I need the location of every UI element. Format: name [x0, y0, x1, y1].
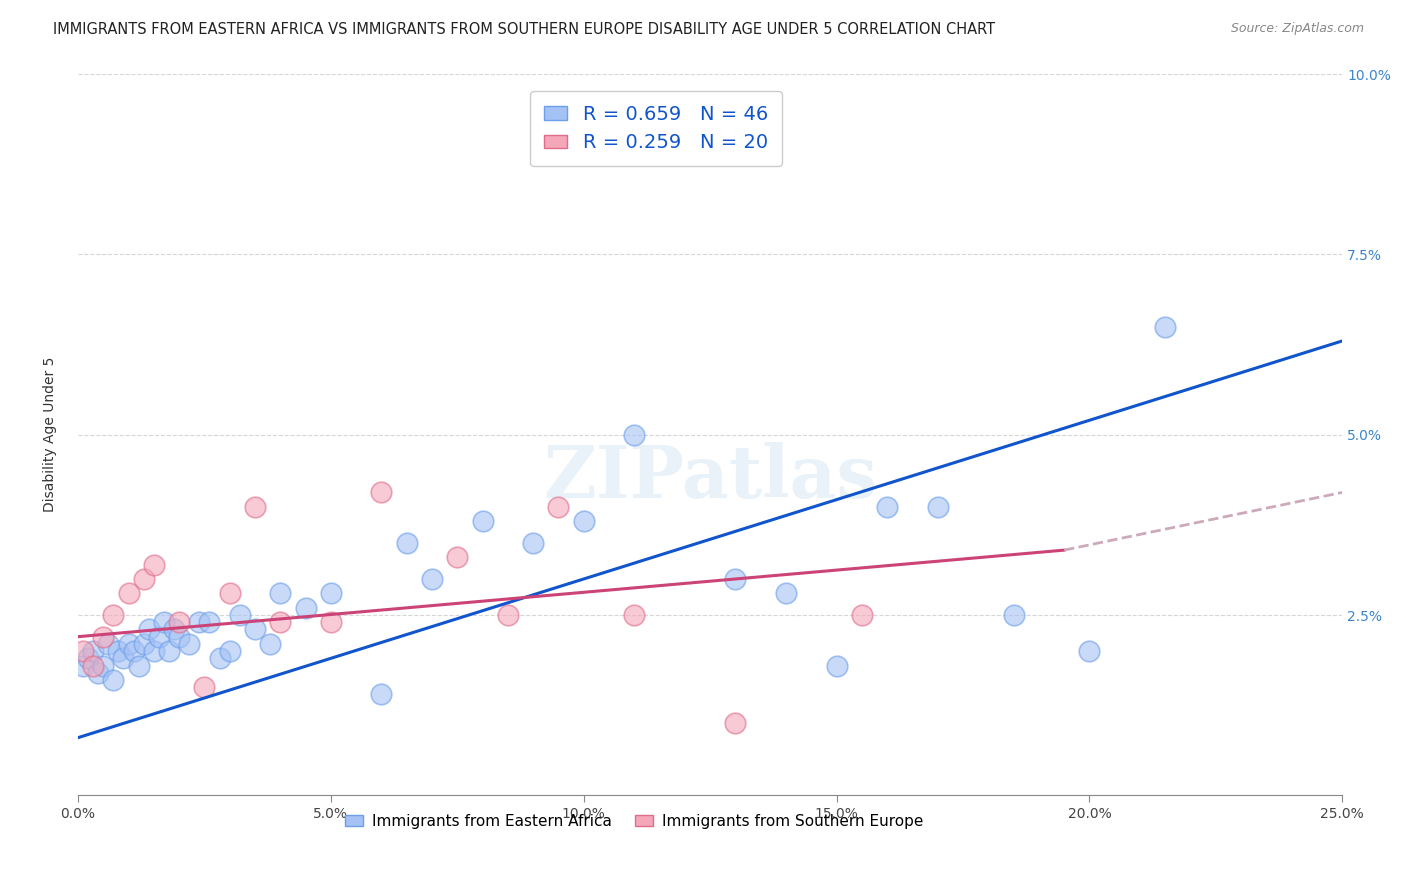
- Point: [370, 687, 392, 701]
- Point: [496, 608, 519, 623]
- Point: [825, 658, 848, 673]
- Point: [269, 615, 291, 630]
- Point: [547, 500, 569, 514]
- Point: [148, 630, 170, 644]
- Point: [243, 623, 266, 637]
- Point: [103, 673, 125, 687]
- Point: [107, 644, 129, 658]
- Point: [117, 586, 139, 600]
- Point: [128, 658, 150, 673]
- Point: [132, 572, 155, 586]
- Point: [775, 586, 797, 600]
- Text: Source: ZipAtlas.com: Source: ZipAtlas.com: [1230, 22, 1364, 36]
- Point: [179, 637, 201, 651]
- Point: [153, 615, 176, 630]
- Point: [420, 572, 443, 586]
- Point: [103, 608, 125, 623]
- Point: [167, 630, 190, 644]
- Point: [623, 427, 645, 442]
- Point: [229, 608, 252, 623]
- Y-axis label: Disability Age Under 5: Disability Age Under 5: [44, 357, 58, 512]
- Point: [157, 644, 180, 658]
- Point: [112, 651, 135, 665]
- Text: IMMIGRANTS FROM EASTERN AFRICA VS IMMIGRANTS FROM SOUTHERN EUROPE DISABILITY AGE: IMMIGRANTS FROM EASTERN AFRICA VS IMMIGR…: [53, 22, 995, 37]
- Point: [208, 651, 231, 665]
- Point: [142, 644, 165, 658]
- Point: [77, 651, 100, 665]
- Point: [82, 658, 104, 673]
- Point: [927, 500, 949, 514]
- Point: [370, 485, 392, 500]
- Point: [623, 608, 645, 623]
- Point: [319, 586, 342, 600]
- Point: [132, 637, 155, 651]
- Point: [117, 637, 139, 651]
- Point: [395, 536, 418, 550]
- Point: [72, 658, 94, 673]
- Point: [294, 600, 316, 615]
- Point: [72, 644, 94, 658]
- Point: [269, 586, 291, 600]
- Point: [572, 514, 595, 528]
- Point: [142, 558, 165, 572]
- Point: [1154, 319, 1177, 334]
- Point: [218, 644, 240, 658]
- Point: [91, 630, 114, 644]
- Point: [851, 608, 873, 623]
- Point: [97, 637, 120, 651]
- Point: [1078, 644, 1101, 658]
- Point: [724, 572, 747, 586]
- Point: [163, 623, 186, 637]
- Legend: Immigrants from Eastern Africa, Immigrants from Southern Europe: Immigrants from Eastern Africa, Immigran…: [339, 807, 929, 835]
- Point: [243, 500, 266, 514]
- Point: [91, 658, 114, 673]
- Point: [1002, 608, 1025, 623]
- Point: [198, 615, 221, 630]
- Point: [446, 550, 468, 565]
- Point: [319, 615, 342, 630]
- Point: [259, 637, 281, 651]
- Point: [122, 644, 145, 658]
- Point: [724, 716, 747, 731]
- Point: [522, 536, 544, 550]
- Point: [167, 615, 190, 630]
- Point: [87, 665, 110, 680]
- Point: [188, 615, 211, 630]
- Point: [193, 680, 215, 694]
- Point: [82, 644, 104, 658]
- Point: [876, 500, 898, 514]
- Text: ZIPatlas: ZIPatlas: [543, 442, 877, 514]
- Point: [471, 514, 494, 528]
- Point: [138, 623, 160, 637]
- Point: [218, 586, 240, 600]
